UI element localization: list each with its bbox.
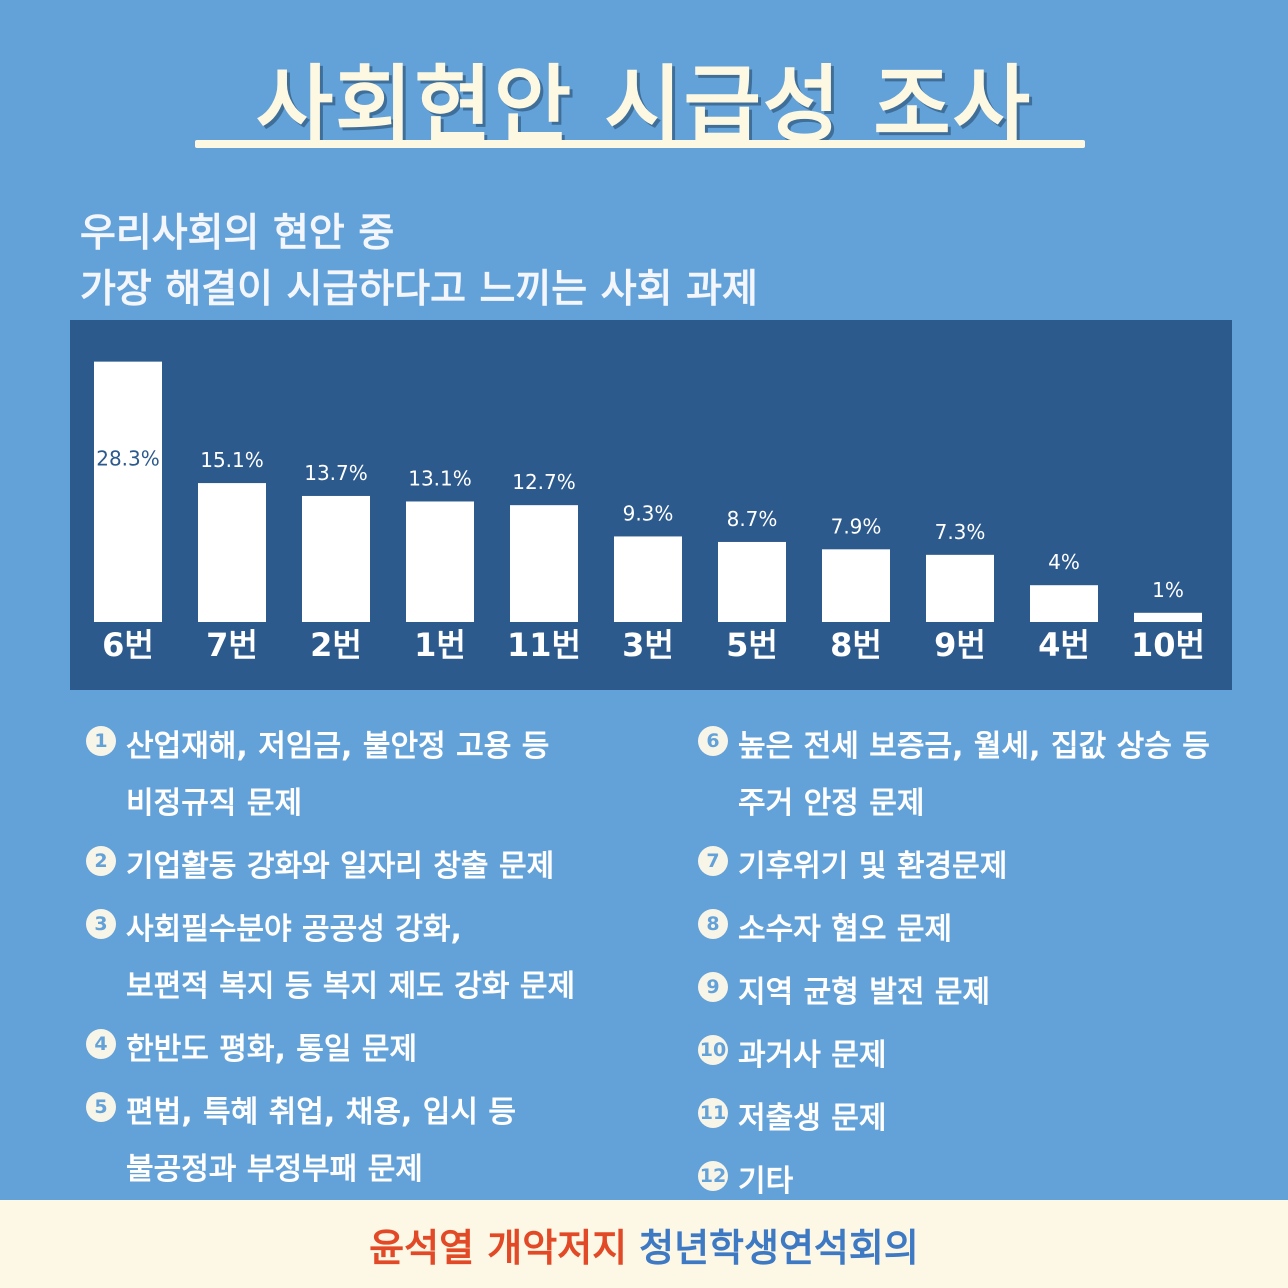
bar: [302, 495, 370, 622]
legend-text: 불공정과 부정부패 문제: [126, 1152, 423, 1187]
legend-text: 편법, 특혜 취업, 채용, 입시 등: [126, 1095, 517, 1130]
bar: [718, 541, 786, 622]
legend-number-badge: 8: [698, 909, 728, 939]
category-label: 1번: [414, 626, 466, 664]
page-title: 사회현안 시급성 조사: [255, 56, 1032, 154]
legend-text: 지역 균형 발전 문제: [738, 975, 991, 1010]
bar-value-label: 15.1%: [200, 448, 264, 472]
legend-text: 주거 안정 문제: [738, 786, 925, 821]
bar-value-label: 13.7%: [304, 461, 368, 485]
title-underline: [195, 140, 1085, 148]
bar: [926, 554, 994, 622]
bar: [614, 536, 682, 622]
legend-number-badge: 7: [698, 846, 728, 876]
bar-value-label: 4%: [1048, 550, 1080, 574]
bar: [198, 483, 266, 622]
category-label: 6번: [102, 626, 154, 664]
legend-number-badge: 1: [86, 726, 116, 756]
legend-number-badge: 9: [698, 972, 728, 1002]
legend-text: 산업재해, 저임금, 불안정 고용 등: [126, 729, 550, 764]
subtitle-line-2: 가장 해결이 시급하다고 느끼는 사회 과제: [80, 267, 758, 312]
category-label: 7번: [206, 626, 258, 664]
category-label: 3번: [622, 626, 674, 664]
legend-text: 보편적 복지 등 복지 제도 강화 문제: [126, 969, 576, 1004]
legend-item: 3 사회필수분야 공공성 강화, 보편적 복지 등 복지 제도 강화 문제: [86, 901, 686, 1015]
legend-text: 과거사 문제: [738, 1038, 887, 1073]
category-label: 4번: [1038, 626, 1090, 664]
footer-org-blue: 청년학생연석회의: [639, 1225, 919, 1270]
legend-text: 소수자 혐오 문제: [738, 912, 953, 947]
category-label: 2번: [310, 626, 362, 664]
bar-value-label: 7.3%: [935, 520, 986, 544]
bar-chart: 28.3% 6번 15.1% 7번 13.7% 2번 13.1% 1번 12.7% 11번 9.3%…: [70, 320, 1232, 690]
category-label: 10번: [1131, 626, 1205, 664]
bar-value-label: 13.1%: [408, 466, 472, 490]
legend-number-badge: 3: [86, 909, 116, 939]
legend-item: 12 기타: [698, 1153, 1268, 1210]
bar: [822, 549, 890, 622]
category-label: 5번: [726, 626, 778, 664]
legend-text: 비정규직 문제: [126, 786, 303, 821]
bar-value-label: 8.7%: [727, 507, 778, 531]
bar: [1030, 585, 1098, 622]
footer-org-red: 윤석열 개악저지: [369, 1225, 628, 1270]
bar: [1134, 612, 1202, 622]
legend-item: 10 과거사 문제: [698, 1027, 1268, 1084]
legend-number-badge: 5: [86, 1092, 116, 1122]
legend-item: 7 기후위기 및 환경문제: [698, 838, 1268, 895]
legend-item: 9 지역 균형 발전 문제: [698, 964, 1268, 1021]
bar-value-label: 28.3%: [96, 447, 160, 471]
bar-value-label: 9.3%: [623, 501, 674, 525]
legend-number-badge: 4: [86, 1029, 116, 1059]
legend-number-badge: 11: [698, 1098, 728, 1128]
bar-value-label: 7.9%: [831, 514, 882, 538]
bar: [510, 505, 578, 622]
legend-text: 기타: [738, 1164, 794, 1199]
legend-text: 기업활동 강화와 일자리 창출 문제: [126, 849, 555, 884]
legend-text: 높은 전세 보증금, 월세, 집값 상승 등: [738, 729, 1210, 764]
legend-number-badge: 10: [698, 1035, 728, 1065]
legend-text: 한반도 평화, 통일 문제: [126, 1032, 418, 1067]
subtitle-line-1: 우리사회의 현안 중: [80, 211, 395, 256]
legend-number-badge: 2: [86, 846, 116, 876]
legend-text: 기후위기 및 환경문제: [738, 849, 1008, 884]
legend-item: 2 기업활동 강화와 일자리 창출 문제: [86, 838, 686, 895]
legend-number-badge: 12: [698, 1161, 728, 1191]
category-label: 9번: [934, 626, 986, 664]
bar: [406, 501, 474, 622]
footer: 윤석열 개악저지 청년학생연석회의: [0, 1200, 1288, 1288]
legend-item: 11 저출생 문제: [698, 1090, 1268, 1147]
legend-text: 사회필수분야 공공성 강화,: [126, 912, 462, 947]
category-label: 11번: [507, 626, 581, 664]
category-label: 8번: [830, 626, 882, 664]
bar-value-label: 12.7%: [512, 470, 576, 494]
bar: [94, 361, 162, 622]
legend-number-badge: 6: [698, 726, 728, 756]
bar-value-label: 1%: [1152, 578, 1184, 602]
legend-item: 8 소수자 혐오 문제: [698, 901, 1268, 958]
legend-item: 4 한반도 평화, 통일 문제: [86, 1021, 686, 1078]
legend-text: 저출생 문제: [738, 1101, 887, 1136]
